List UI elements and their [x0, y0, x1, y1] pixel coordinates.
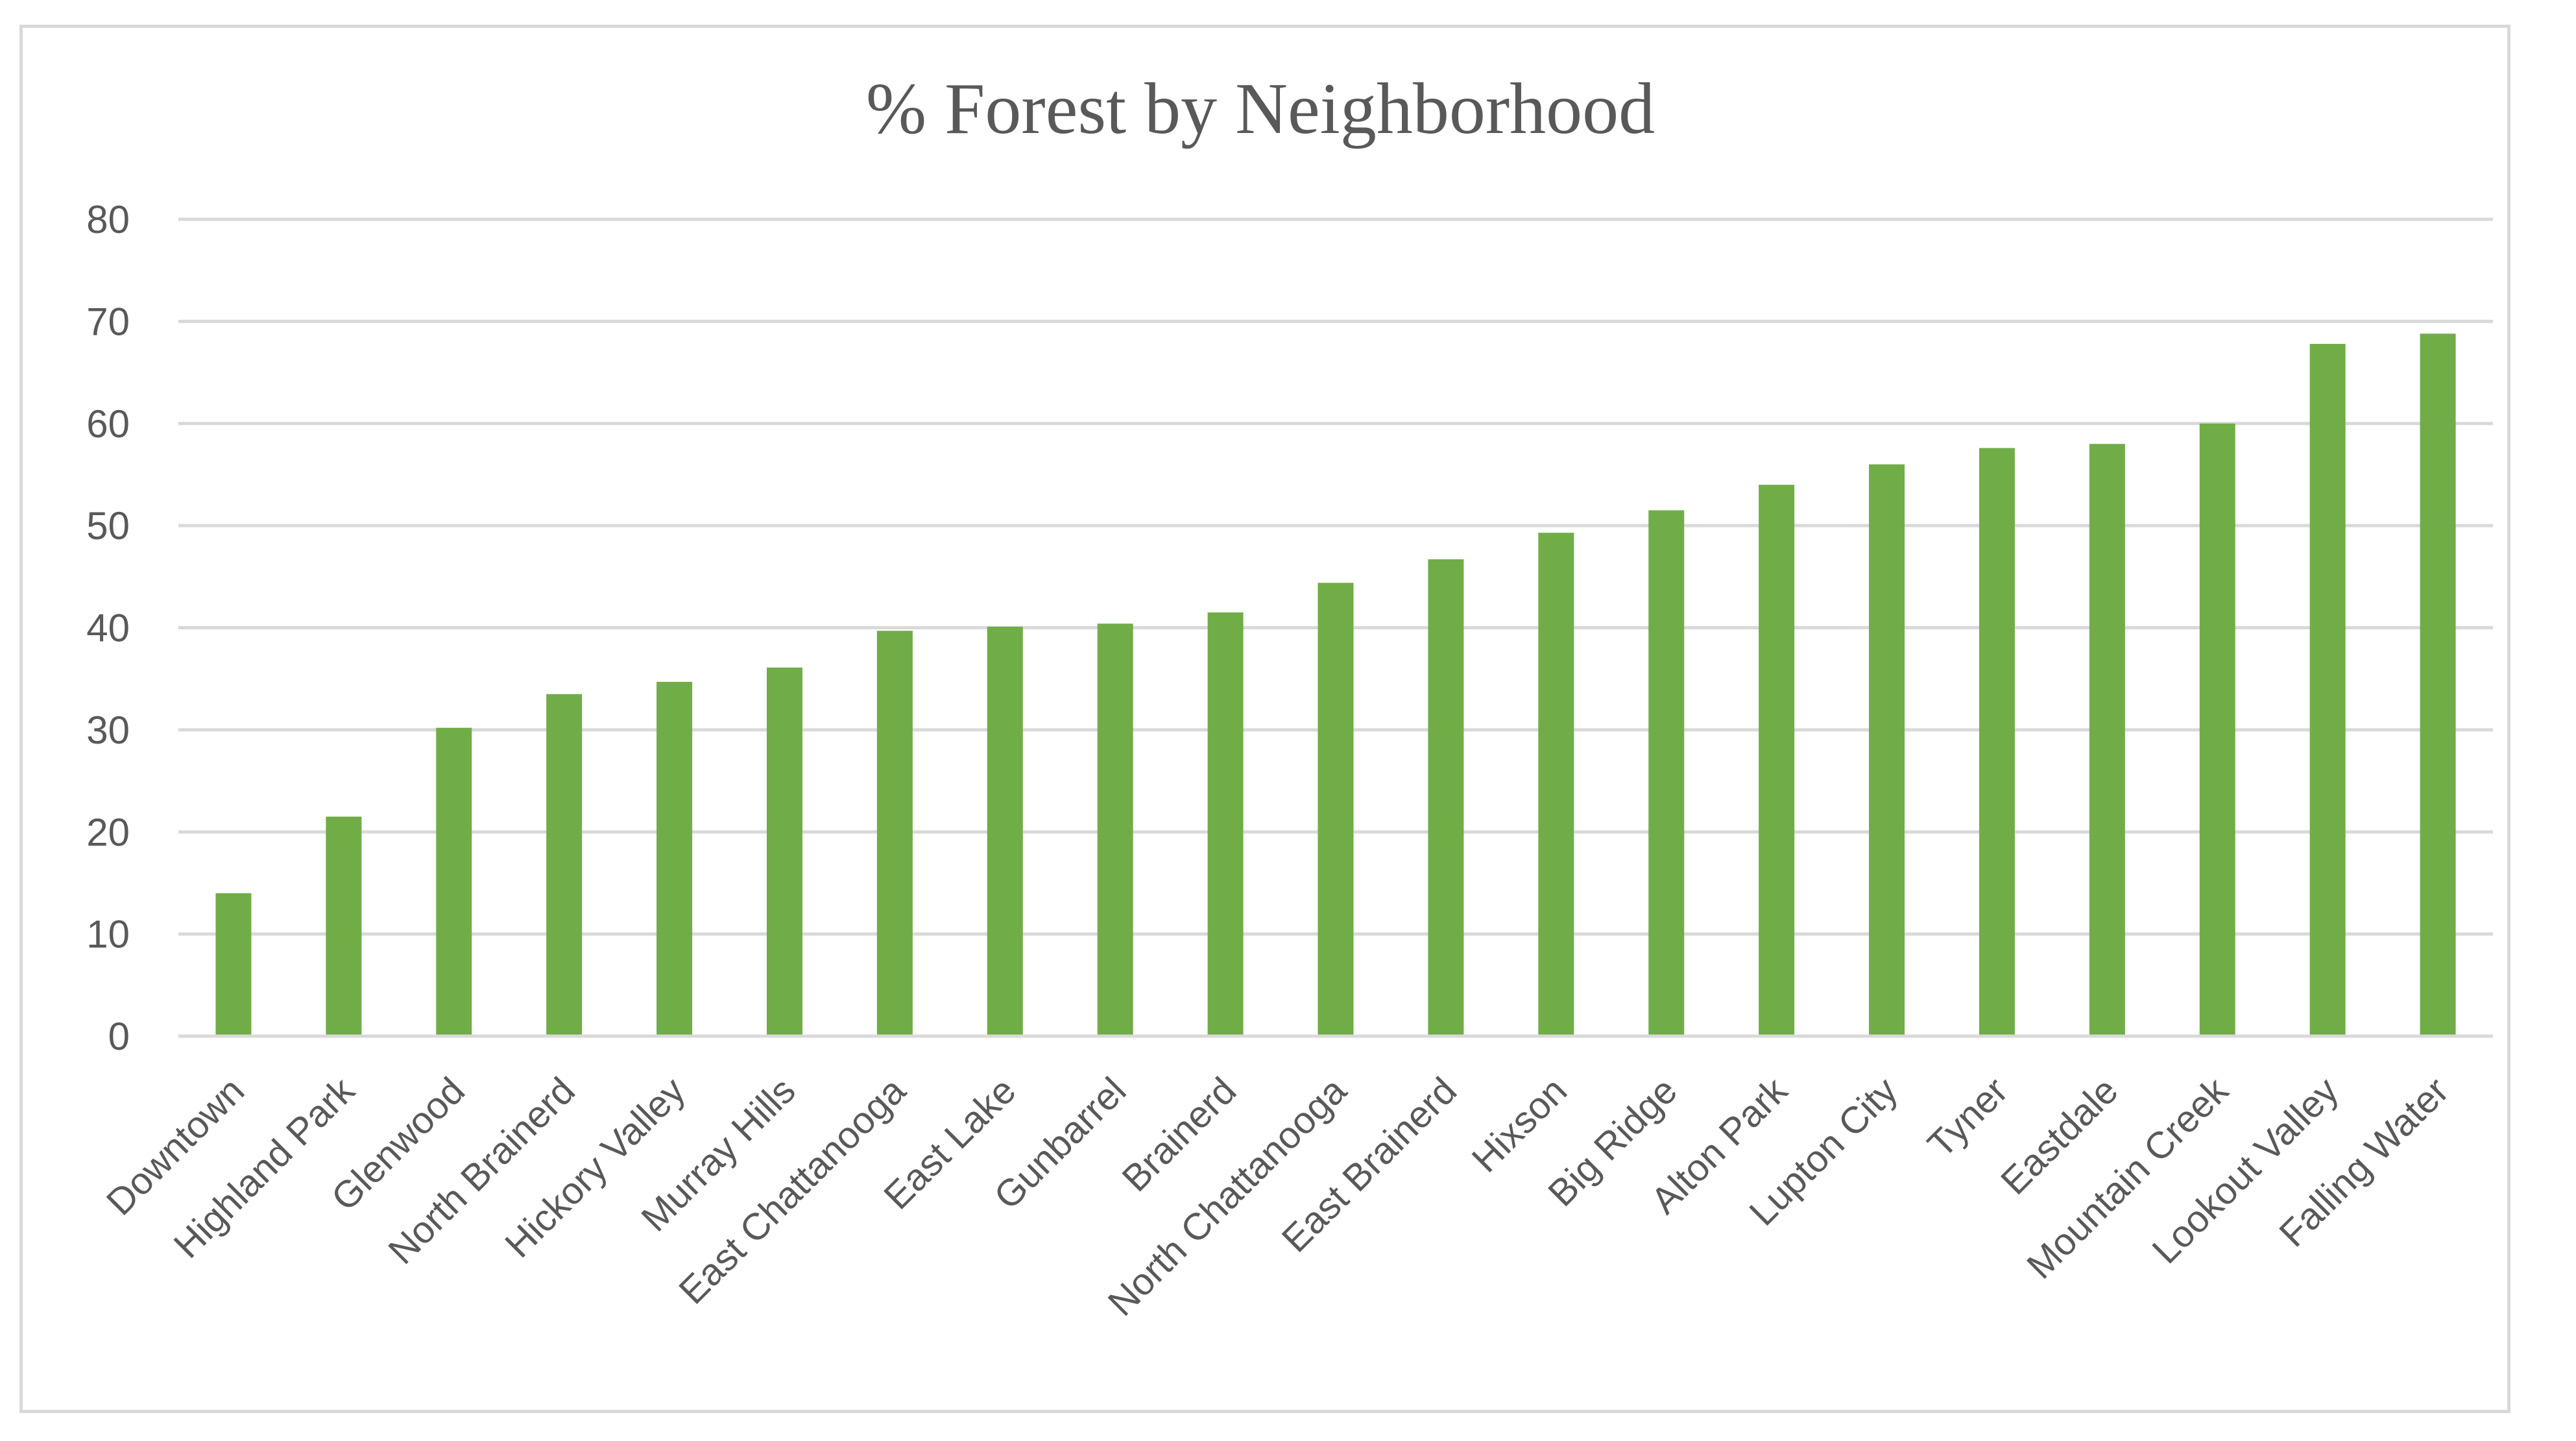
y-tick-label: 80: [86, 198, 130, 241]
bar-lookout-valley: [2309, 343, 2346, 1036]
bar-hickory-valley: [656, 681, 693, 1036]
y-tick-label: 50: [86, 504, 130, 548]
bar-gunbarrel: [1097, 624, 1133, 1036]
y-tick-label: 10: [86, 913, 130, 956]
y-axis-tick-labels: 0 10 20 30 40 50 60 70 80: [86, 198, 130, 1058]
y-tick-label: 40: [86, 607, 130, 650]
x-tick-label: Mountain Creek: [2019, 1069, 2237, 1287]
bar-eastdale: [2089, 444, 2125, 1036]
x-tick-label: Hixson: [1464, 1069, 1575, 1180]
bar-highland-park: [326, 816, 362, 1036]
bar-tyner: [1979, 448, 2015, 1036]
bar-glenwood: [436, 727, 472, 1036]
bar-north-chattanooga: [1318, 583, 1354, 1036]
bar-downtown: [215, 893, 252, 1036]
y-tick-label: 0: [108, 1015, 130, 1058]
bar-east-lake: [987, 626, 1023, 1036]
bar-falling-water: [2420, 333, 2456, 1036]
bars: [215, 333, 2456, 1036]
x-tick-label: Lookout Valley: [2144, 1069, 2346, 1272]
y-tick-label: 60: [86, 402, 130, 446]
y-tick-label: 70: [86, 300, 130, 343]
bar-east-brainerd: [1428, 559, 1464, 1036]
bar-alton-park: [1759, 485, 1795, 1036]
bar-lupton-city: [1869, 464, 1905, 1036]
bar-murray-hills: [766, 667, 802, 1036]
bar-big-ridge: [1648, 510, 1685, 1036]
x-tick-label: North Brainerd: [380, 1069, 583, 1272]
y-tick-label: 30: [86, 708, 130, 752]
y-tick-label: 20: [86, 810, 130, 854]
chart-title: % Forest by Neighborhood: [866, 69, 1655, 149]
bar-mountain-creek: [2199, 423, 2235, 1036]
x-tick-label: Tyner: [1920, 1069, 2016, 1166]
bar-brainerd: [1207, 612, 1244, 1036]
bar-east-chattanooga: [876, 631, 913, 1036]
bar-north-brainerd: [546, 694, 583, 1036]
bar-hixson: [1538, 533, 1574, 1036]
